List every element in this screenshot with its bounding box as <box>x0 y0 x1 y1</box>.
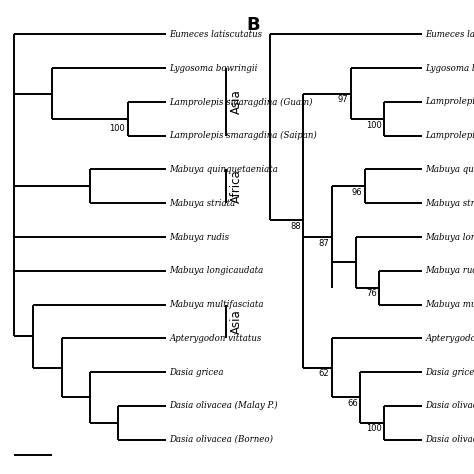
Text: Dasia gricea: Dasia gricea <box>426 367 474 376</box>
Text: Dasia gricea: Dasia gricea <box>170 367 224 376</box>
Text: Eumeces latisc: Eumeces latisc <box>426 30 474 39</box>
Text: Lygosoma bowringii: Lygosoma bowringii <box>170 64 258 73</box>
Text: 100: 100 <box>366 424 382 433</box>
Text: Mabuya striata: Mabuya striata <box>426 199 474 208</box>
Text: Lamprolepis sm: Lamprolepis sm <box>426 131 474 140</box>
Text: 96: 96 <box>352 188 363 197</box>
Text: Mabuya rudis: Mabuya rudis <box>426 266 474 275</box>
Text: Mabuya quinqu: Mabuya quinqu <box>426 165 474 174</box>
Text: Mabuya quinquetaeniata: Mabuya quinquetaeniata <box>170 165 278 174</box>
Text: Mabuya rudis: Mabuya rudis <box>170 233 229 241</box>
Text: 100: 100 <box>109 124 124 133</box>
Text: Apterygodon vi: Apterygodon vi <box>426 334 474 343</box>
Text: Asia: Asia <box>230 90 243 114</box>
Text: 76: 76 <box>366 289 377 298</box>
Text: Mabuya longicaudata: Mabuya longicaudata <box>170 266 264 275</box>
Text: Dasia olivacea (Borneo): Dasia olivacea (Borneo) <box>170 435 273 444</box>
Text: 66: 66 <box>347 399 358 408</box>
Text: Apterygodon vittatus: Apterygodon vittatus <box>170 334 262 343</box>
Text: Africa: Africa <box>230 170 243 203</box>
Text: Lamprolepis sm: Lamprolepis sm <box>426 98 474 107</box>
Text: Dasia olivacea: Dasia olivacea <box>426 435 474 444</box>
Text: Lygosoma bow: Lygosoma bow <box>426 64 474 73</box>
Text: Dasia olivacea: Dasia olivacea <box>426 401 474 410</box>
Text: Dasia olivacea (Malay P.): Dasia olivacea (Malay P.) <box>170 401 278 410</box>
Text: 100: 100 <box>366 120 382 129</box>
Text: 97: 97 <box>338 95 348 104</box>
Text: Mabuya multifa: Mabuya multifa <box>426 300 474 309</box>
Text: Asia: Asia <box>230 309 243 334</box>
Text: Mabuya multifasciata: Mabuya multifasciata <box>170 300 264 309</box>
Text: 87: 87 <box>319 239 329 248</box>
Text: Mabuya longica: Mabuya longica <box>426 233 474 241</box>
Text: Eumeces latiscutatus: Eumeces latiscutatus <box>170 30 263 39</box>
Text: Lamprolepis smaragdina (Guam): Lamprolepis smaragdina (Guam) <box>170 98 313 107</box>
Text: 62: 62 <box>319 370 329 378</box>
Text: Lamprolepis smaragdina (Saipan): Lamprolepis smaragdina (Saipan) <box>170 131 317 140</box>
Text: 88: 88 <box>290 222 301 231</box>
Text: Mabuya striata: Mabuya striata <box>170 199 236 208</box>
Text: B: B <box>246 16 260 34</box>
